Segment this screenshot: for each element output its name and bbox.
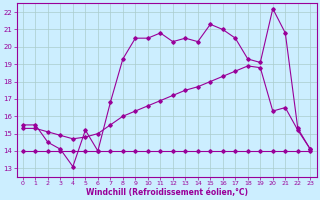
X-axis label: Windchill (Refroidissement éolien,°C): Windchill (Refroidissement éolien,°C) <box>85 188 248 197</box>
